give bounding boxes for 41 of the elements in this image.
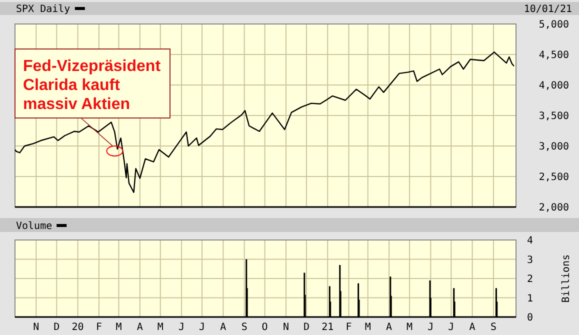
y-tick-label: 1 <box>527 293 534 304</box>
y-tick-label: 3,000 <box>538 142 569 152</box>
line-series <box>14 51 515 193</box>
legend-label: Volume <box>16 221 52 232</box>
x-tick-label: J <box>448 322 454 333</box>
y-tick-label: 2 <box>527 274 534 285</box>
y-axis-title: Billions <box>561 254 572 303</box>
x-tick-label: J <box>199 322 206 333</box>
y-tick-label: 3,500 <box>538 111 569 122</box>
x-tick-label: D <box>54 322 60 333</box>
x-tick-label: F <box>96 322 102 333</box>
x-tick-label: A <box>220 322 226 333</box>
x-tick-label: M <box>406 322 413 333</box>
x-tick-label: A <box>136 322 143 333</box>
x-tick-label: A <box>469 322 476 333</box>
x-tick-label: M <box>364 322 371 333</box>
x-tick-label: F <box>346 322 352 333</box>
x-tick-label: M <box>157 322 164 333</box>
x-tick-label: 21 <box>322 322 334 333</box>
legend-label: SPX Daily <box>16 4 70 15</box>
x-tick-label: D <box>303 322 310 333</box>
x-tick-label: 20 <box>72 322 84 333</box>
y-tick-label: 2,000 <box>538 202 569 214</box>
x-tick-label: J <box>428 322 434 333</box>
x-tick-label: S <box>241 322 248 333</box>
x-tick-label: O <box>262 322 268 333</box>
x-tick-label: S <box>490 322 496 333</box>
y-tick-label: 4,500 <box>538 50 569 61</box>
x-tick-label: J <box>178 322 185 333</box>
y-tick-label: 5,000 <box>538 20 569 30</box>
annotation: Fed-Vizepräsident Clarida kauft massiv Aktien <box>23 58 162 113</box>
x-tick-label: N <box>33 322 40 333</box>
x-tick-label: M <box>116 322 122 333</box>
y-tick-label: 4 <box>527 236 534 246</box>
y-tick-label: 2,500 <box>538 172 569 183</box>
y-tick-label: 0 <box>527 312 534 324</box>
y-tick-label: 4,000 <box>538 80 569 92</box>
y-tick-label: 3 <box>527 254 534 266</box>
text: 10/01/21 <box>524 4 572 15</box>
x-tick-label: A <box>386 322 392 333</box>
x-tick-label: N <box>282 322 289 333</box>
